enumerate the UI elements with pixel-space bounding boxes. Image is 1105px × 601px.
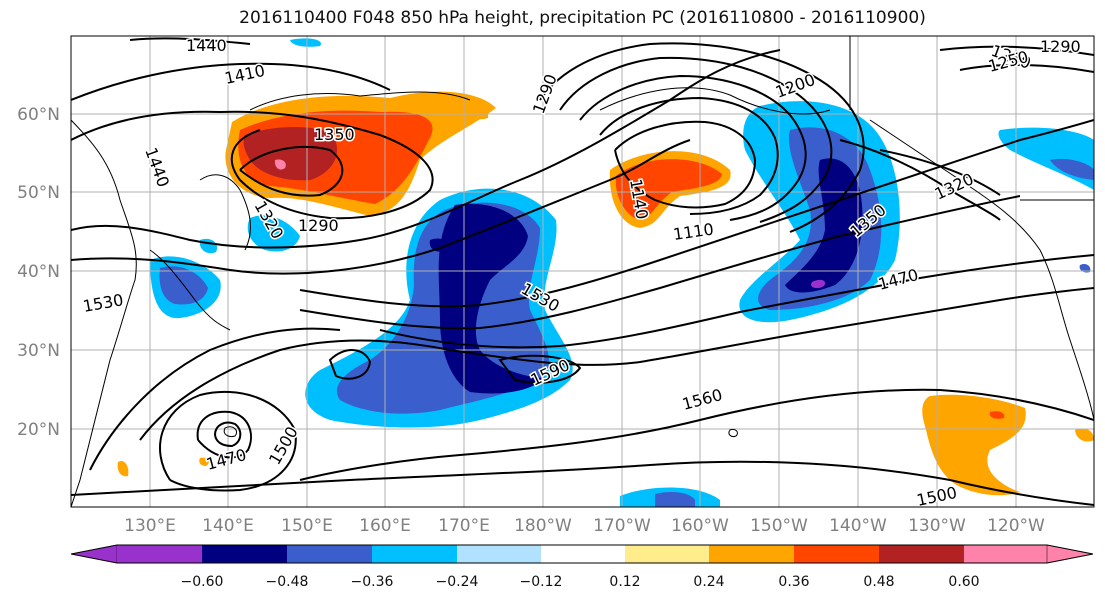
plot-area: 1440 1410 1350 1440 1320 1290 1290 1200 … [71,36,1094,507]
lon-label-140w: 140°W [829,516,887,536]
longitude-labels: 130°E 140°E 150°E 160°E 170°E 180°W 170°… [124,516,1045,536]
colorbar-label: 0.24 [693,574,724,590]
lon-label-160w: 160°W [671,516,729,536]
contour-label: 1440 [186,36,227,55]
colorbar-segment [1046,544,1094,564]
colorbar-label: 0.12 [609,574,640,590]
lon-label-130e: 130°E [124,516,176,536]
map-title: 2016110400 F048 850 hPa height, precipit… [239,8,926,28]
colorbar-segment [964,545,1047,563]
lon-label-150w: 150°W [750,516,808,536]
colorbar-label: −0.24 [436,574,479,590]
colorbar-label: 0.48 [863,574,894,590]
lat-label-50n: 50°N [17,183,60,203]
positive-anomaly-southeast [922,394,1026,496]
lat-label-60n: 60°N [17,105,60,125]
colorbar-segment [625,545,709,563]
colorbar-segment [879,545,964,563]
plot-frame [70,35,1095,508]
colorbar-label: 0.36 [778,574,809,590]
contour-label: 1350 [314,125,355,144]
colorbar: −0.60 −0.48 −0.36 −0.24 −0.12 0.12 0.24 … [70,544,1094,590]
colorbar-segment [70,544,118,564]
colorbar-segment [794,545,879,563]
lon-label-130w: 130°W [908,516,966,536]
colorbar-label: −0.36 [351,574,394,590]
colorbar-segment [709,545,794,563]
colorbar-segment [202,545,287,563]
lat-label-40n: 40°N [17,262,60,282]
colorbar-label: −0.12 [520,574,563,590]
lon-label-160e: 160°E [359,516,411,536]
contour-label: 1290 [298,216,339,235]
lon-label-120w: 120°W [987,516,1045,536]
height-contours [71,37,1094,506]
lon-label-170e: 170°E [438,516,490,536]
lon-label-140e: 140°E [202,516,254,536]
colorbar-segment [372,545,457,563]
coastlines [71,36,1094,507]
colorbar-segment [457,545,541,563]
colorbar-label: −0.48 [266,574,309,590]
lat-label-30n: 30°N [17,341,60,361]
lon-label-180w: 180°W [514,516,572,536]
lat-label-20n: 20°N [17,420,60,440]
lon-label-170w: 170°W [593,516,651,536]
colorbar-label: 0.60 [948,574,979,590]
colorbar-segment [117,545,202,563]
colorbar-segment [287,545,372,563]
lon-label-150e: 150°E [281,516,333,536]
colorbar-label: −0.60 [181,574,224,590]
latitude-labels: 60°N 50°N 40°N 30°N 20°N [17,105,60,440]
contour-label: 1290 [1040,37,1081,56]
colorbar-segment [541,545,625,563]
